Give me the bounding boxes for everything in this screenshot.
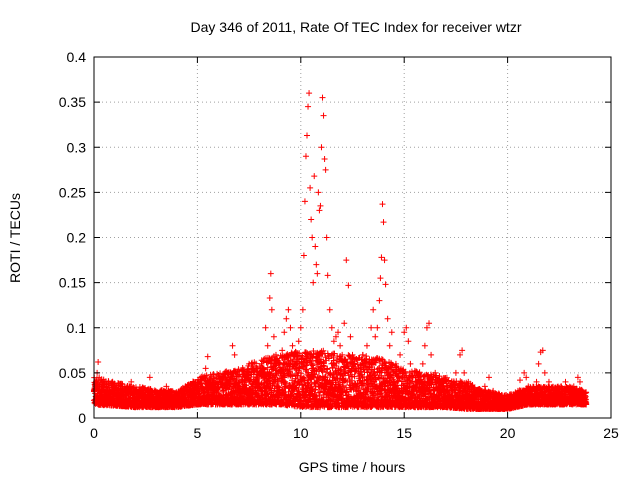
band-point	[203, 372, 210, 379]
band-point	[264, 364, 271, 371]
band-point	[343, 388, 350, 395]
band-point	[298, 370, 305, 377]
band-point	[301, 375, 308, 382]
band-point	[344, 388, 351, 395]
band-point	[345, 372, 352, 379]
band-point	[340, 383, 347, 390]
band-point	[362, 391, 369, 398]
band-point	[368, 375, 375, 382]
band-point	[324, 366, 331, 373]
band-point	[283, 367, 290, 374]
band-point	[329, 365, 336, 372]
band-point	[235, 366, 242, 373]
band-point	[341, 377, 348, 384]
band-point	[389, 362, 396, 369]
band-point	[313, 378, 320, 385]
band-point	[283, 380, 290, 387]
band-point	[209, 371, 216, 378]
band-point	[294, 372, 301, 379]
band-point	[323, 369, 330, 376]
band-point	[363, 355, 370, 362]
band-point	[305, 369, 312, 376]
band-point	[394, 378, 401, 385]
chart-title: Day 346 of 2011, Rate Of TEC Index for r…	[191, 19, 522, 35]
data-points	[91, 90, 590, 412]
band-point	[303, 366, 310, 373]
band-point	[312, 371, 319, 378]
band-point	[320, 347, 327, 354]
band-point	[315, 389, 322, 396]
band-point	[407, 379, 414, 386]
band-point	[260, 365, 267, 372]
band-point	[289, 371, 296, 378]
band-point	[326, 355, 333, 362]
band-point	[365, 359, 372, 366]
band-point	[359, 374, 366, 381]
band-point	[360, 380, 367, 387]
band-point	[264, 390, 271, 397]
band-point	[263, 390, 270, 397]
band-point	[342, 377, 349, 384]
